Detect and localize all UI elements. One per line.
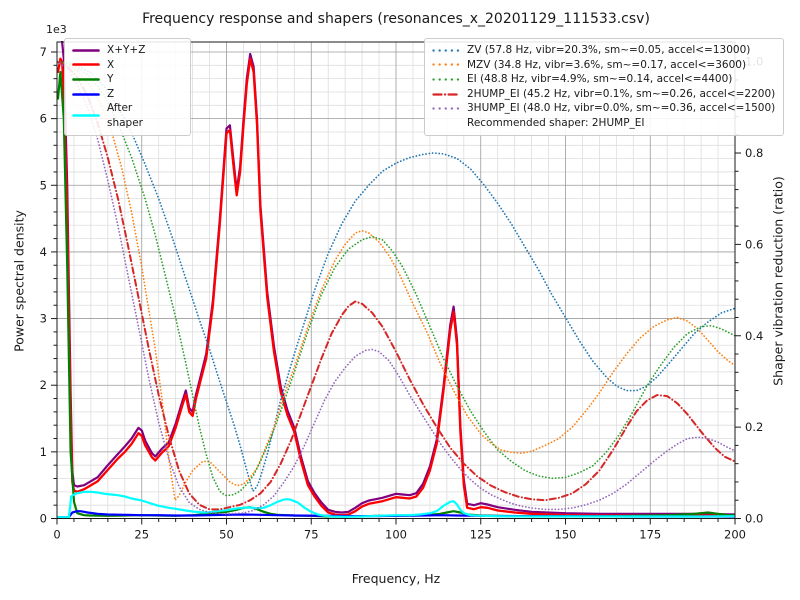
legend-label: X — [107, 58, 115, 71]
x-tick-label: 150 — [555, 528, 577, 542]
legend-swatch-solid — [72, 114, 100, 118]
x-tick-label: 200 — [724, 528, 746, 542]
legend-item: 2HUMP_EI (45.2 Hz, vibr=0.1%, sm~=0.26, … — [432, 87, 775, 102]
legend-label: MZV (34.8 Hz, vibr=3.6%, sm~=0.17, accel… — [467, 58, 747, 71]
y-axis-label-right: Shaper vibration reduction (ratio) — [770, 176, 786, 386]
legend-item: After shaper — [72, 101, 182, 130]
series-2hump-ei — [57, 60, 735, 511]
y-left-tick-label: 0 — [40, 512, 47, 526]
x-tick-label: 25 — [134, 528, 149, 542]
y-axis-label-left: Power spectral density — [11, 210, 27, 352]
legend-item: Z — [72, 87, 182, 102]
y-left-tick-label: 5 — [40, 178, 47, 192]
series-zv — [57, 60, 735, 492]
legend-item: ZV (57.8 Hz, vibr=20.3%, sm~=0.05, accel… — [432, 43, 775, 58]
y-right-tick-label: 0.0 — [745, 512, 763, 526]
legend-data-series: X+Y+Z X Y Z After shaper — [64, 38, 191, 136]
legend-swatch-dashdot — [432, 92, 460, 96]
legend-label: 2HUMP_EI (45.2 Hz, vibr=0.1%, sm~=0.26, … — [467, 87, 776, 100]
y-left-tick-label: 1 — [40, 445, 47, 459]
legend-item: EI (48.8 Hz, vibr=4.9%, sm~=0.14, accel<… — [432, 72, 775, 87]
legend-item: 3HUMP_EI (48.0 Hz, vibr=0.0%, sm~=0.36, … — [432, 101, 775, 116]
x-tick-label: 100 — [385, 528, 407, 542]
x-tick-label: 0 — [53, 528, 60, 542]
legend-item: X — [72, 58, 182, 73]
legend-label: EI (48.8 Hz, vibr=4.9%, sm~=0.14, accel<… — [467, 73, 733, 86]
y-left-tick-label: 4 — [40, 245, 47, 259]
legend-swatch-dotted — [432, 78, 460, 81]
x-tick-label: 75 — [304, 528, 319, 542]
x-tick-label: 125 — [470, 528, 492, 542]
legend-label: Z — [107, 87, 115, 100]
series-lines — [57, 41, 735, 519]
series-z — [57, 510, 735, 519]
chart-title: Frequency response and shapers (resonanc… — [142, 11, 650, 27]
series-3hump-ei — [57, 60, 735, 515]
series-x — [57, 57, 735, 517]
legend-swatch-solid — [72, 63, 100, 67]
recommended-shaper-note: Recommended shaper: 2HUMP_EI — [467, 116, 645, 129]
tick-marks — [51, 51, 741, 525]
legend-item: X+Y+Z — [72, 43, 182, 58]
y-right-tick-label: 0.6 — [745, 237, 763, 251]
y-right-tick-label: 0.4 — [745, 329, 763, 343]
y-left-tick-label: 3 — [40, 312, 47, 326]
legend-label: X+Y+Z — [107, 44, 146, 56]
y-left-tick-label: 6 — [40, 112, 47, 126]
legend-item: Y — [72, 72, 182, 87]
legend-label: 3HUMP_EI (48.0 Hz, vibr=0.0%, sm~=0.36, … — [467, 102, 776, 115]
legend-swatch-dotted — [432, 49, 460, 52]
series-ei — [57, 60, 735, 497]
x-tick-label: 175 — [639, 528, 661, 542]
y-right-tick-label: 0.2 — [745, 420, 763, 434]
legend-swatch-dotted — [432, 63, 460, 67]
y-left-tick-label: 2 — [40, 378, 47, 392]
legend-shapers: ZV (57.8 Hz, vibr=20.3%, sm~=0.05, accel… — [424, 38, 785, 136]
legend-swatch-dotted — [432, 107, 460, 110]
series-after-shaper — [57, 490, 735, 519]
legend-label: Y — [107, 73, 114, 86]
y-left-tick-label: 7 — [40, 45, 47, 59]
series-mzv — [57, 60, 735, 502]
y-axis-offset-label: 1e3 — [46, 23, 67, 36]
y-right-tick-label: 0.8 — [745, 146, 763, 160]
legend-swatch-solid — [72, 48, 100, 52]
legend-item: MZV (34.8 Hz, vibr=3.6%, sm~=0.17, accel… — [432, 58, 775, 73]
x-tick-label: 50 — [219, 528, 234, 542]
legend-label: ZV (57.8 Hz, vibr=20.3%, sm~=0.05, accel… — [467, 44, 751, 56]
x-axis-label: Frequency, Hz — [351, 571, 441, 586]
legend-label: After shaper — [107, 102, 144, 129]
legend-swatch-solid — [72, 78, 100, 81]
legend-swatch-solid — [72, 92, 100, 96]
